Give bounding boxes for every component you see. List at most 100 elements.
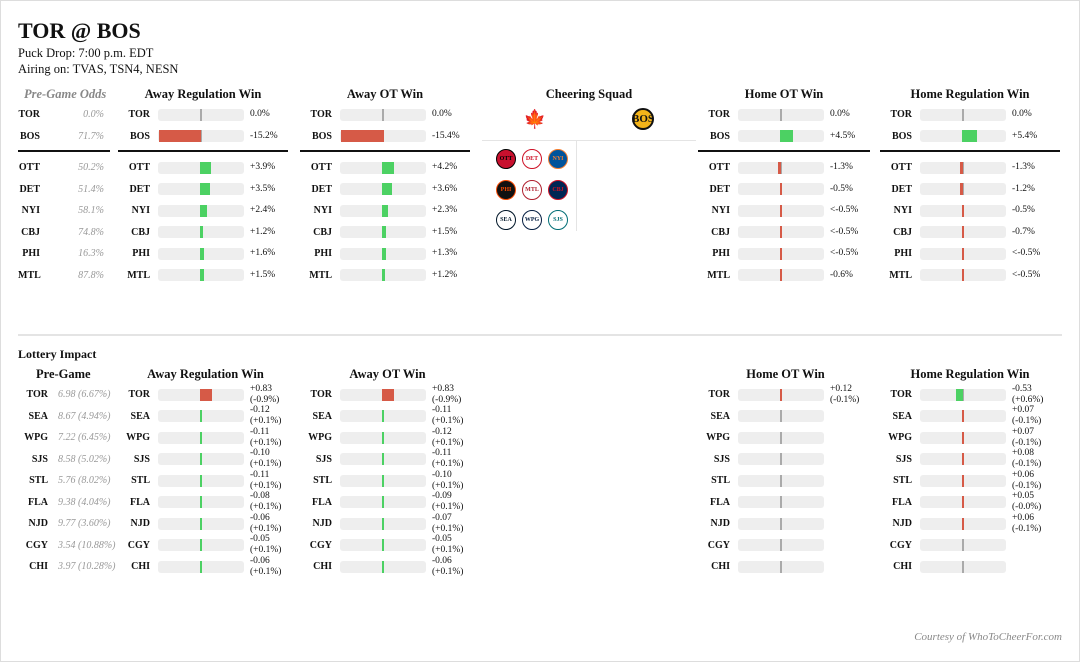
team-abbr: TOR <box>890 389 913 401</box>
lottery-pregame-odds: 9.38 (4.04%) <box>58 496 111 508</box>
team-abbr: CHI <box>711 561 730 573</box>
bar-center-line <box>382 108 384 121</box>
team-abbr: NYI <box>893 205 912 217</box>
outcome-row: CBJ -0.7% <box>880 222 1060 244</box>
lottery-outcome-row: WPG -0.11 (+0.1%) <box>118 427 293 449</box>
bar-fill <box>779 183 782 196</box>
team-abbr: STL <box>313 475 332 487</box>
bar-fill <box>959 161 964 174</box>
change-value: +5.4% <box>1012 130 1038 141</box>
odds-change: (+0.1%) <box>250 437 282 448</box>
odds-change: (+0.1%) <box>250 480 282 491</box>
lottery-change-value: +0.06 (-0.1%) <box>1006 513 1041 535</box>
change-value: -15.2% <box>250 130 278 141</box>
odds-change: (+0.1%) <box>432 480 464 491</box>
odds-change: (+0.1%) <box>250 545 282 556</box>
team-abbr: CBJ <box>893 226 912 238</box>
outcome-column-home-ot: Home OT Win TOR 0.0% BOS +4.5% OTT -1.3% DET -0.… <box>698 84 870 286</box>
outcome-column-home-regulation: Home Regulation Win TOR 0.0% BOS +5.4% OTT -1.… <box>880 84 1060 286</box>
team-abbr: DET <box>311 183 332 195</box>
lottery-outcome-row: NJD -0.07 (+0.1%) <box>300 513 475 535</box>
pregame-odds-value: 16.3% <box>78 248 104 260</box>
lottery-change-value: -0.05 (+0.1%) <box>244 534 281 556</box>
outcome-row: DET +3.5% <box>118 179 288 201</box>
team-abbr: FLA <box>892 496 912 508</box>
bar-track <box>340 453 426 466</box>
change-value: -1.2% <box>1012 183 1035 194</box>
bar-track <box>738 496 824 509</box>
team-abbr: TOR <box>18 109 41 121</box>
cbj-logo-icon: CBJ <box>548 179 568 200</box>
outcome-row: PHI +1.6% <box>118 243 288 265</box>
change-value: +1.6% <box>250 248 276 259</box>
bar-center-line <box>200 108 202 121</box>
lottery-pregame-row: SJS 8.58 (5.02%) <box>18 449 128 471</box>
odds-change: (+0.1%) <box>432 416 464 427</box>
team-abbr: DET <box>129 183 150 195</box>
outcome-row: MTL +1.2% <box>300 265 470 287</box>
team-abbr: NYI <box>131 205 150 217</box>
pregame-row: NYI 58.1% <box>18 200 110 222</box>
team-abbr: TOR <box>310 389 333 401</box>
puck-drop: Puck Drop: 7:00 p.m. EDT <box>18 46 154 60</box>
bar-fill <box>779 269 782 282</box>
cheering-squad-title: Cheering Squad <box>545 87 633 101</box>
lottery-outcome-row: SEA -0.12 (+0.1%) <box>118 405 293 428</box>
team-abbr: FLA <box>28 496 48 508</box>
bar-center-line <box>962 539 964 552</box>
lottery-outcome-row: CGY -0.05 (+0.1%) <box>118 534 293 557</box>
team-abbr: STL <box>711 475 730 487</box>
bar-fill <box>961 247 964 260</box>
bar-track <box>340 410 426 423</box>
bar-track <box>920 410 1006 423</box>
outcome-row: DET -1.2% <box>880 179 1060 201</box>
lottery-change-value: -0.11 (+0.1%) <box>244 427 281 449</box>
team-abbr: SJS <box>133 453 150 465</box>
lottery-pregame-row: WPG 7.22 (6.45%) <box>18 427 128 449</box>
outcome-row: NYI -0.5% <box>880 200 1060 222</box>
team-abbr: SEA <box>892 410 912 422</box>
team-abbr: CHI <box>893 561 912 573</box>
bar-fill <box>381 453 384 466</box>
lottery-pregame-row: FLA 9.38 (4.04%) <box>18 492 128 514</box>
lottery-outcome-row: CGY -0.05 (+0.1%) <box>300 534 475 557</box>
bar-track <box>158 431 244 444</box>
section-divider <box>18 334 1062 336</box>
team-abbr: WPG <box>308 432 332 444</box>
team-abbr: TOR <box>708 109 731 121</box>
outcome-row: OTT -1.3% <box>880 157 1060 179</box>
bar-fill <box>159 130 202 143</box>
bar-track <box>340 247 426 260</box>
airing-on: Airing on: TVAS, TSN4, NESN <box>18 62 179 76</box>
lottery-pregame-row: CGY 3.54 (10.88%) <box>18 535 128 557</box>
odds-change: (-0.1%) <box>830 394 860 405</box>
bar-fill <box>381 431 384 444</box>
lottery-outcome-row: SEA <box>698 406 873 428</box>
team-abbr: SJS <box>31 453 48 465</box>
divider-line <box>118 150 288 152</box>
lottery-change-value: +0.07 (-0.1%) <box>1006 405 1041 427</box>
odds-change: (+0.1%) <box>250 502 282 513</box>
odds-change: (+0.1%) <box>432 459 464 470</box>
bar-track <box>738 247 824 260</box>
divider-line <box>880 150 1060 152</box>
mtl-logo-icon: MTL <box>522 179 542 200</box>
lottery-outcome-row: CHI <box>880 556 1060 578</box>
bar-track <box>920 388 1006 401</box>
bar-track <box>920 204 1006 217</box>
lottery-change-value: +0.08 (-0.1%) <box>1006 448 1041 470</box>
sjs-logo-icon: SJS <box>548 210 568 231</box>
lottery-change-value: +0.05 (-0.0%) <box>1006 491 1041 513</box>
outcome-row: NYI <-0.5% <box>698 200 870 222</box>
team-abbr: STL <box>29 475 48 487</box>
bar-center-line <box>780 539 782 552</box>
bar-fill <box>961 226 964 239</box>
bar-track <box>738 474 824 487</box>
outcome-row: TOR 0.0% <box>880 104 1060 126</box>
team-abbr: NYI <box>313 205 332 217</box>
bar-track <box>158 539 244 552</box>
det-logo-icon: DET <box>522 149 542 169</box>
odds-change: (-0.9%) <box>250 394 280 405</box>
pick-change: +0.05 <box>1012 491 1034 502</box>
bar-fill <box>381 539 384 552</box>
